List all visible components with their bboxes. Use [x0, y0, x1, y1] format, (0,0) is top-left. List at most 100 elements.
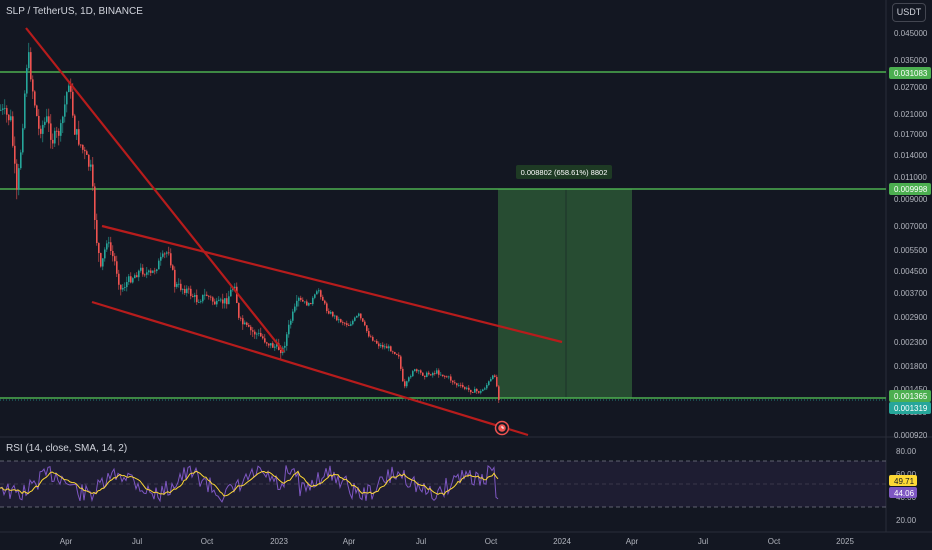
- candle-body: [168, 252, 170, 254]
- svg-text:0.008802 (658.61%) 8802: 0.008802 (658.61%) 8802: [521, 168, 608, 177]
- svg-text:0.031083: 0.031083: [894, 69, 928, 78]
- candle-body: [246, 322, 248, 326]
- price-tick-label: 0.004500: [894, 267, 928, 276]
- candle-body: [62, 116, 64, 124]
- candle-body: [82, 144, 84, 150]
- candle-body: [494, 375, 496, 377]
- candle-body: [378, 343, 380, 347]
- candle-body: [40, 128, 42, 134]
- candle-body: [198, 302, 200, 303]
- price-tick-label: 0.002300: [894, 338, 928, 347]
- candle-body: [242, 318, 244, 325]
- time-axis[interactable]: Apr Jul Oct 2023 Apr Jul Oct 2024 Apr Jul Oct 2025: [60, 537, 855, 546]
- candle-body: [266, 342, 268, 344]
- candle-body: [54, 130, 56, 144]
- candle-body: [76, 129, 78, 135]
- price-axis-badges: 0.031083 0.009998 0.001365 0.001319: [889, 67, 931, 414]
- candle-body: [98, 243, 100, 254]
- channel-upper-line[interactable]: [101, 224, 563, 344]
- candle-body: [376, 340, 378, 344]
- candle-body: [222, 299, 224, 304]
- alert-clock-icon[interactable]: [494, 420, 510, 436]
- currency-button[interactable]: USDT: [892, 3, 926, 22]
- svg-text:49.71: 49.71: [894, 477, 915, 486]
- candle-body: [172, 265, 174, 270]
- time-tick-label: Apr: [343, 537, 356, 546]
- candle-body: [0, 109, 2, 111]
- price-tick-label: 0.002900: [894, 313, 928, 322]
- candle-body: [220, 299, 222, 301]
- candle-body: [276, 343, 278, 347]
- candle-body: [16, 163, 18, 190]
- candle-body: [214, 301, 216, 305]
- channel-lower-line[interactable]: [91, 300, 529, 437]
- candle-body: [38, 115, 40, 129]
- rsi-tick-label: 60.00: [896, 470, 917, 479]
- candle-body: [56, 130, 58, 132]
- candle-body: [354, 317, 356, 321]
- candle-body: [52, 139, 54, 144]
- candle-body: [264, 338, 266, 343]
- candle-body: [456, 383, 458, 386]
- symbol-legend[interactable]: SLP / TetherUS, 1D, BINANCE: [6, 6, 143, 17]
- candle-body: [32, 79, 34, 92]
- candle-body: [458, 384, 460, 386]
- candle-body: [338, 319, 340, 321]
- candle-body: [90, 164, 92, 167]
- candle-body: [272, 343, 274, 348]
- candle-body: [294, 306, 296, 312]
- candle-body: [166, 252, 168, 254]
- candle-body: [312, 297, 314, 305]
- rsi-value-badge: 49.71: [889, 475, 917, 486]
- candle-body: [144, 274, 146, 276]
- candle-body: [184, 289, 186, 294]
- candle-body: [358, 313, 360, 316]
- rsi-sma-line: [0, 470, 499, 497]
- candle-body: [228, 296, 230, 305]
- candle-body: [244, 322, 246, 325]
- candle-body: [72, 91, 74, 116]
- price-badge-level: 0.031083: [889, 67, 931, 79]
- candle-body: [258, 332, 260, 334]
- price-tick-label: 0.001800: [894, 362, 928, 371]
- candle-body: [482, 389, 484, 392]
- candle-body: [310, 302, 312, 305]
- descending-trendline[interactable]: [25, 27, 285, 353]
- candle-body: [390, 346, 392, 352]
- price-tick-label: 0.001450: [894, 385, 928, 394]
- candle-body: [370, 336, 372, 338]
- candle-body: [398, 354, 400, 357]
- candle-body: [280, 350, 282, 354]
- candle-body: [292, 311, 294, 321]
- candle-body: [126, 282, 128, 288]
- candle-body: [464, 387, 466, 389]
- candle-body: [2, 108, 4, 110]
- candle-body: [314, 294, 316, 298]
- candle-body: [202, 294, 204, 302]
- candle-body: [64, 104, 66, 117]
- candle-body: [200, 301, 202, 303]
- price-axis[interactable]: 0.045000 0.035000 0.027000 0.021000 0.017000…: [894, 29, 928, 440]
- time-tick-label: Oct: [485, 537, 498, 546]
- candle-body: [306, 301, 308, 306]
- candle-body: [388, 346, 390, 349]
- candle-body: [48, 116, 50, 124]
- candle-body: [68, 85, 70, 93]
- candle-body: [334, 315, 336, 317]
- time-tick-label: Jul: [132, 537, 142, 546]
- rsi-legend[interactable]: RSI (14, close, SMA, 14, 2): [6, 443, 128, 454]
- candle-body: [236, 286, 238, 304]
- projection-box[interactable]: [498, 189, 632, 398]
- candle-body: [468, 387, 470, 390]
- candle-body: [286, 334, 288, 346]
- candle-body: [20, 152, 22, 169]
- candle-body: [150, 270, 152, 273]
- candle-body: [412, 371, 414, 377]
- candle-body: [46, 116, 48, 122]
- candle-body: [140, 267, 142, 271]
- candle-body: [450, 376, 452, 381]
- candle-body: [318, 290, 320, 292]
- candle-body: [30, 52, 32, 80]
